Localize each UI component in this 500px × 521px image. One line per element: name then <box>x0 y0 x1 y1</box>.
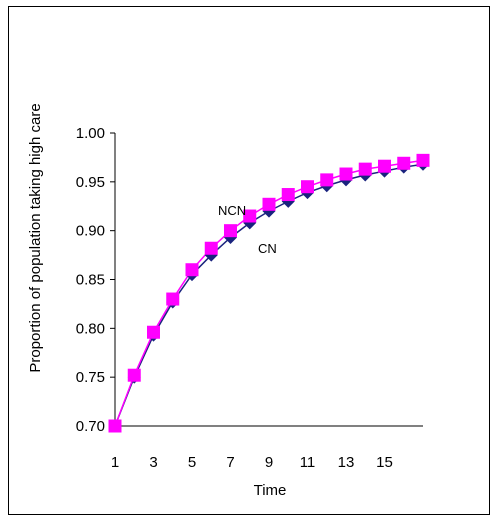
x-tick-label: 7 <box>226 454 234 471</box>
marker-ncn <box>147 325 160 339</box>
marker-ncn <box>397 156 411 170</box>
series-markers <box>108 153 430 433</box>
y-tick-label: 1.00 <box>76 125 105 142</box>
marker-ncn <box>358 162 372 176</box>
y-tick-label: 0.75 <box>76 369 105 386</box>
y-tick-labels: 0.70 0.75 0.80 0.85 0.90 0.95 1.00 <box>76 125 105 435</box>
x-tick-labels: 1 3 5 7 9 11 13 15 <box>111 454 393 471</box>
y-tick-label: 0.85 <box>76 272 105 289</box>
x-tick-label: 15 <box>376 454 393 471</box>
marker-ncn <box>378 159 391 173</box>
x-tick-label: 9 <box>265 454 273 471</box>
marker-ncn <box>108 419 122 433</box>
x-axis-label: Time <box>254 482 287 499</box>
marker-ncn <box>166 292 180 306</box>
marker-ncn <box>301 180 314 194</box>
chart-frame <box>8 6 490 515</box>
marker-ncn <box>243 209 257 223</box>
y-axis-label: Proportion of population taking high car… <box>27 103 44 372</box>
x-tick-label: 11 <box>300 454 316 471</box>
y-tick-label: 0.95 <box>76 174 105 191</box>
x-tick-label: 3 <box>149 454 157 471</box>
y-tick-label: 0.80 <box>76 320 105 337</box>
y-tick-label: 0.90 <box>76 223 105 240</box>
marker-ncn <box>204 241 218 255</box>
marker-ncn <box>339 167 353 181</box>
marker-ncn <box>127 368 141 382</box>
marker-ncn <box>320 173 334 187</box>
x-tick-label: 5 <box>188 454 196 471</box>
marker-ncn <box>224 224 237 238</box>
marker-ncn <box>262 197 276 211</box>
x-tick-label: 13 <box>338 454 355 471</box>
marker-ncn <box>281 188 295 202</box>
annotation-ncn: NCN <box>218 203 246 218</box>
marker-ncn <box>185 263 199 277</box>
axes <box>110 132 423 427</box>
marker-ncn <box>416 153 430 167</box>
y-tick-label: 0.70 <box>76 418 105 435</box>
annotation-cn: CN <box>258 241 277 256</box>
x-tick-label: 1 <box>111 454 119 471</box>
